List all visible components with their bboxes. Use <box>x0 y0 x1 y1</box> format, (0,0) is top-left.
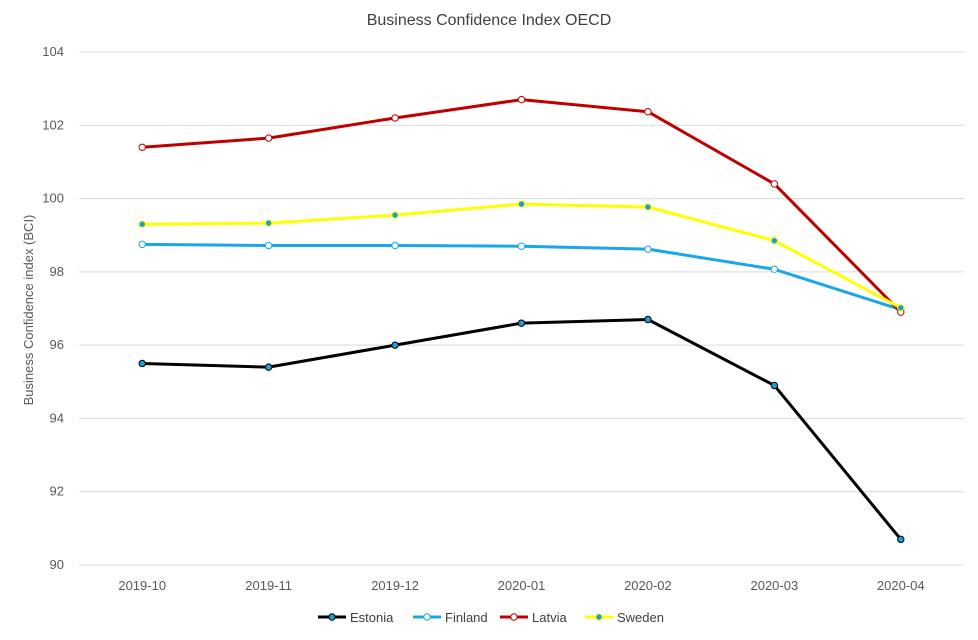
data-point-estonia <box>644 315 652 324</box>
data-point-latvia <box>264 134 273 142</box>
x-tick-label: 2019-10 <box>118 578 166 593</box>
x-tick-label: 2019-12 <box>371 578 419 593</box>
data-point-sweden <box>644 203 652 211</box>
y-tick-label: 102 <box>42 117 64 132</box>
legend-marker <box>328 613 336 621</box>
legend-label: Finland <box>445 610 488 625</box>
data-point-estonia <box>770 381 779 390</box>
y-axis-ticks: 90 92 94 96 98 100 102 104 <box>42 44 64 572</box>
legend-item-latvia: Latvia <box>500 610 567 625</box>
y-tick-label: 96 <box>50 337 64 352</box>
y-tick-label: 90 <box>50 557 64 572</box>
series-sweden <box>138 200 905 312</box>
series-line-finland <box>142 242 902 312</box>
y-tick-label: 92 <box>50 484 64 499</box>
data-point-finland <box>138 240 146 249</box>
series-lines <box>138 95 905 544</box>
legend-item-sweden: Sweden <box>585 610 664 625</box>
data-point-finland <box>770 265 779 273</box>
y-tick-label: 94 <box>50 410 64 425</box>
data-point-finland <box>644 245 652 253</box>
data-point-estonia <box>517 319 526 327</box>
data-point-estonia <box>264 363 273 371</box>
data-point-latvia <box>391 114 399 122</box>
data-point-estonia <box>391 341 399 349</box>
data-point-sweden <box>770 237 779 245</box>
data-point-estonia <box>897 535 905 544</box>
x-tick-label: 2020-04 <box>877 578 925 593</box>
data-point-sweden <box>391 211 399 219</box>
data-point-sweden <box>517 200 526 208</box>
series-finland <box>138 240 905 314</box>
data-point-latvia <box>517 95 526 104</box>
x-tick-label: 2019-11 <box>245 578 292 593</box>
data-point-sweden <box>264 219 273 227</box>
data-point-sweden <box>897 304 905 312</box>
y-tick-label: 100 <box>42 191 64 206</box>
legend-label: Latvia <box>532 610 567 625</box>
legend-marker <box>423 613 431 621</box>
legend-label: Estonia <box>350 610 394 625</box>
data-point-finland <box>391 241 399 250</box>
data-point-estonia <box>138 359 146 368</box>
legend-marker <box>510 613 518 621</box>
y-axis-label: Business Confidence index (BCI) <box>21 215 36 406</box>
series-line-estonia <box>142 317 902 541</box>
x-axis-ticks: 2019-10 2019-11 2019-12 2020-01 2020-02 2020-… <box>118 578 924 593</box>
data-point-latvia <box>644 108 652 116</box>
series-latvia <box>138 95 905 316</box>
legend-item-finland: Finland <box>413 610 488 625</box>
x-tick-label: 2020-03 <box>750 578 798 593</box>
x-tick-label: 2020-02 <box>624 578 672 593</box>
gridlines <box>79 51 964 566</box>
data-point-latvia <box>770 180 779 188</box>
legend-label: Sweden <box>617 610 664 625</box>
data-point-finland <box>264 241 273 250</box>
x-tick-label: 2020-01 <box>498 578 546 593</box>
y-tick-label: 104 <box>42 44 64 59</box>
legend-item-estonia: Estonia <box>318 610 394 625</box>
data-point-latvia <box>138 143 146 151</box>
chart-title: Business Confidence Index OECD <box>366 12 612 29</box>
y-tick-label: 98 <box>50 264 64 279</box>
legend: Estonia Finland Latvia Sweden <box>318 610 664 625</box>
data-point-sweden <box>138 220 146 228</box>
series-line-sweden <box>142 202 902 310</box>
legend-marker <box>595 613 603 621</box>
data-point-finland <box>517 242 526 250</box>
series-estonia <box>138 315 905 544</box>
